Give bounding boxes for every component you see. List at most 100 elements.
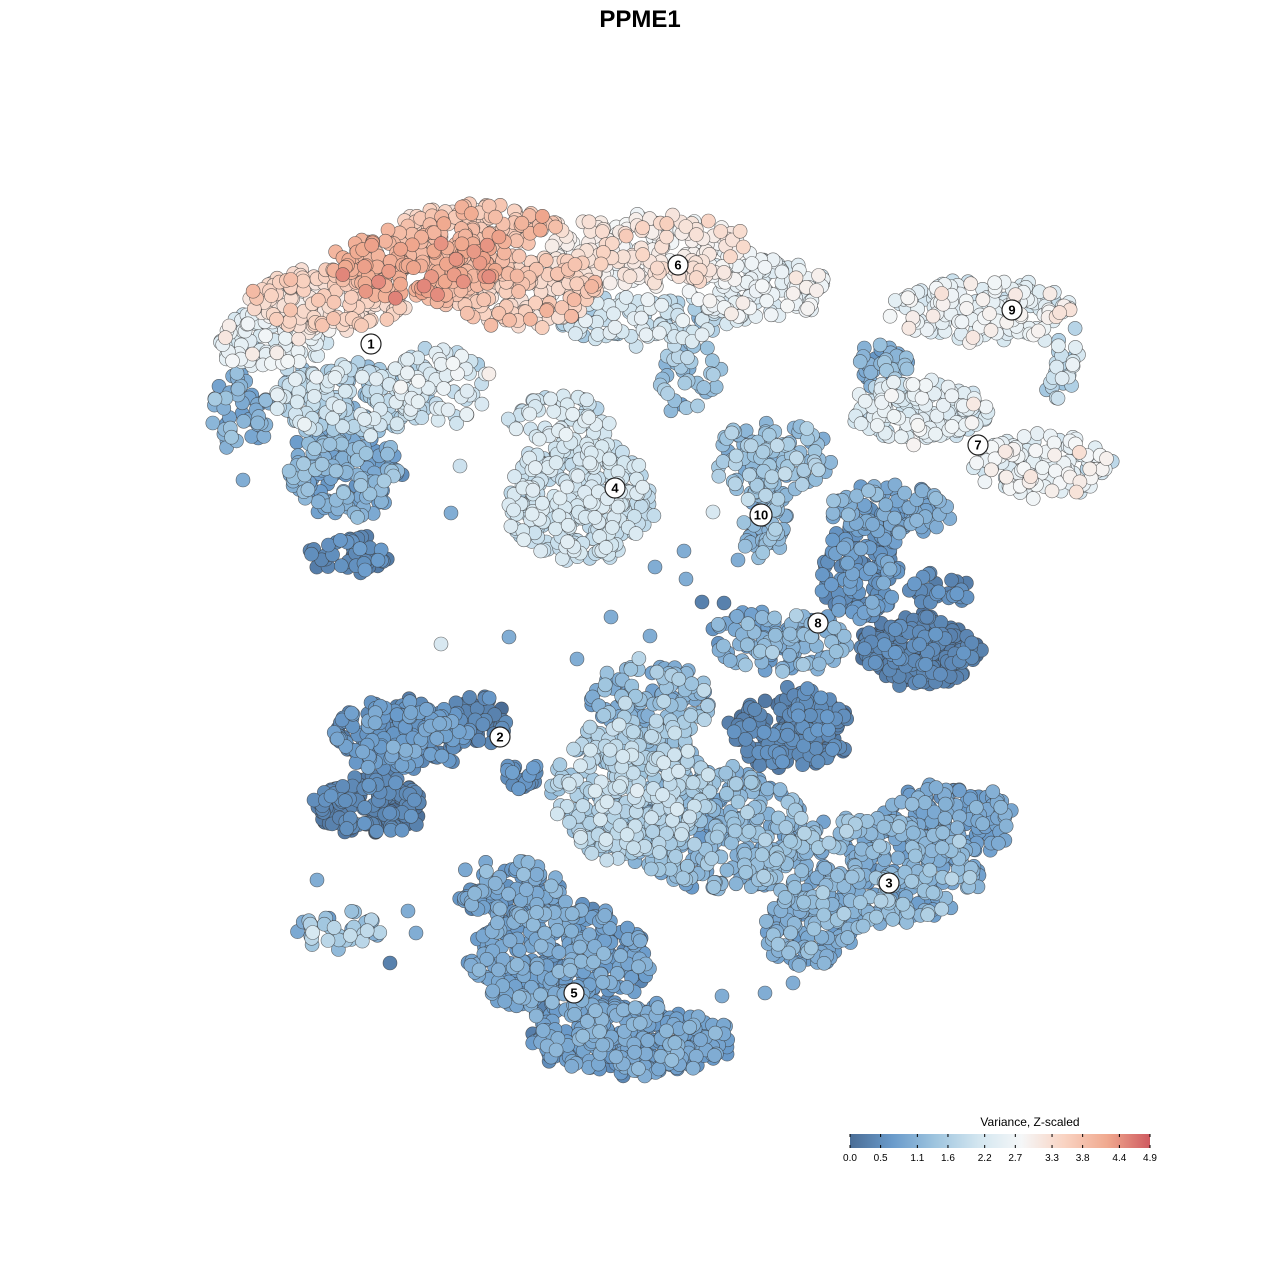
scatter-point bbox=[687, 836, 702, 852]
scatter-point bbox=[598, 540, 614, 555]
scatter-point bbox=[778, 820, 794, 835]
scatter-point bbox=[897, 485, 913, 501]
scatter-point bbox=[516, 867, 531, 882]
scatter-point bbox=[388, 775, 403, 791]
scatter-point bbox=[758, 488, 774, 503]
scatter-point bbox=[727, 823, 743, 839]
scatter-point bbox=[564, 1059, 580, 1074]
scatter-point bbox=[738, 657, 753, 673]
scatter-point bbox=[518, 882, 534, 897]
scatter-point bbox=[743, 774, 759, 790]
scatter-point bbox=[587, 783, 603, 799]
scatter-point bbox=[796, 738, 812, 754]
scatter-point bbox=[799, 421, 815, 436]
scatter-point bbox=[920, 907, 936, 923]
scatter-point bbox=[584, 845, 600, 861]
scatter-point bbox=[664, 1053, 680, 1068]
scatter-point bbox=[795, 657, 811, 672]
scatter-point bbox=[655, 787, 670, 803]
scatter-point bbox=[632, 1015, 648, 1031]
scatter-point bbox=[537, 925, 553, 941]
scatter-point bbox=[491, 962, 506, 978]
scatter-point bbox=[548, 1042, 564, 1058]
scatter-point bbox=[382, 955, 398, 971]
scatter-point bbox=[357, 800, 373, 815]
scatter-point bbox=[269, 401, 285, 416]
scatter-point bbox=[857, 641, 872, 657]
scatter-point bbox=[891, 525, 907, 541]
scatter-point bbox=[562, 814, 577, 830]
scatter-point bbox=[783, 833, 798, 849]
scatter-point bbox=[656, 693, 672, 709]
scatter-point bbox=[853, 541, 869, 557]
scatter-point bbox=[569, 651, 585, 667]
scatter-point bbox=[651, 1061, 666, 1077]
scatter-point bbox=[741, 824, 757, 839]
scatter-point bbox=[710, 616, 726, 632]
scatter-point bbox=[568, 326, 583, 342]
scatter-point bbox=[509, 957, 525, 972]
scatter-point bbox=[690, 398, 705, 414]
scatter-point bbox=[715, 454, 731, 469]
scatter-point bbox=[885, 912, 901, 927]
scatter-point bbox=[533, 938, 549, 954]
scatter-point bbox=[573, 953, 589, 969]
scatter-point bbox=[511, 989, 527, 1005]
scatter-point bbox=[649, 664, 665, 680]
scatter-point bbox=[765, 645, 780, 660]
scatter-point bbox=[632, 933, 648, 949]
scatter-point bbox=[839, 823, 854, 839]
scatter-point bbox=[490, 915, 505, 931]
scatter-point bbox=[728, 876, 744, 892]
scatter-point bbox=[550, 922, 565, 938]
scatter-point bbox=[742, 717, 757, 733]
scatter-point bbox=[429, 731, 445, 746]
scatter-point bbox=[876, 575, 891, 591]
scatter-point bbox=[596, 708, 612, 723]
scatter-point bbox=[694, 594, 710, 610]
scatter-point bbox=[309, 872, 325, 888]
scatter-point bbox=[561, 776, 577, 792]
scatter-point bbox=[770, 491, 786, 507]
scatter-point bbox=[573, 758, 588, 774]
scatter-point bbox=[813, 690, 829, 706]
scatter-point bbox=[648, 713, 664, 729]
scatter-point bbox=[836, 906, 852, 921]
scatter-point bbox=[596, 946, 612, 961]
scatter-point bbox=[782, 647, 797, 663]
scatter-point bbox=[907, 848, 923, 864]
scatter-point bbox=[529, 905, 545, 920]
scatter-point bbox=[816, 955, 832, 971]
scatter-point bbox=[724, 425, 740, 441]
scatter-point bbox=[333, 558, 349, 574]
scatter-point bbox=[884, 589, 900, 605]
scatter-point bbox=[310, 494, 326, 510]
scatter-point bbox=[722, 653, 738, 668]
scatter-point bbox=[937, 810, 953, 826]
scatter-point bbox=[659, 1023, 674, 1039]
chart-title: PPME1 bbox=[599, 6, 680, 33]
scatter-point bbox=[400, 903, 416, 919]
scatter-point bbox=[506, 502, 521, 518]
scatter-point bbox=[579, 392, 595, 408]
scatter-point bbox=[775, 664, 790, 679]
scatter-point bbox=[775, 754, 790, 770]
scatter-point bbox=[505, 765, 520, 780]
scatter-point bbox=[597, 677, 613, 693]
scatter-point bbox=[768, 521, 783, 537]
scatter-point bbox=[573, 830, 589, 845]
scatter-point bbox=[737, 538, 753, 554]
scatter-point bbox=[740, 492, 756, 507]
scatter-point bbox=[790, 708, 806, 724]
scatter-point bbox=[925, 885, 941, 901]
scatter-point bbox=[757, 985, 773, 1001]
scatter-point bbox=[289, 394, 305, 410]
scatter-point bbox=[991, 835, 1006, 851]
scatter-point bbox=[968, 800, 984, 815]
scatter-point bbox=[564, 923, 579, 939]
scatter-point bbox=[726, 724, 742, 740]
scatter-point bbox=[350, 510, 365, 525]
scatter-point bbox=[507, 469, 522, 484]
scatter-point bbox=[479, 864, 494, 879]
scatter-point bbox=[471, 962, 487, 978]
